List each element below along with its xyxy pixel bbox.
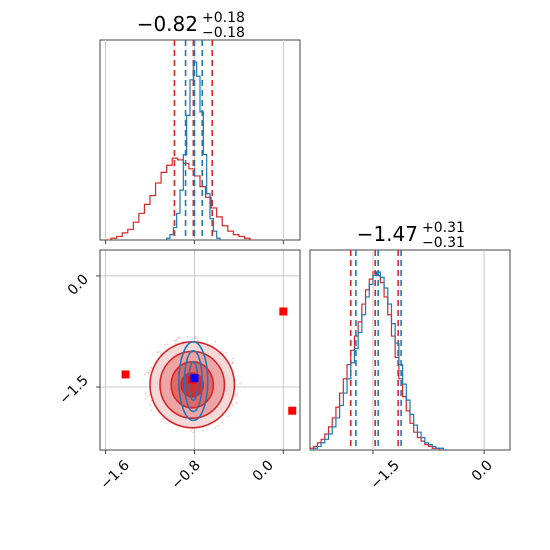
- contour-blue: [178, 341, 209, 422]
- sample-point: [227, 415, 229, 418]
- marker-square: [121, 370, 130, 379]
- x-tick-labels: −1.5 0.0: [367, 458, 495, 493]
- grid-lines: [372, 250, 485, 450]
- sample-point: [175, 339, 178, 342]
- sample-point: [147, 372, 150, 375]
- sample-point: [232, 357, 235, 360]
- sample-point: [145, 371, 147, 374]
- sample-point: [221, 421, 224, 424]
- sample-point: [148, 369, 151, 372]
- panel-frame: [309, 249, 511, 451]
- sample-point: [186, 335, 189, 338]
- histogram-title-minus: −0.18: [202, 25, 245, 41]
- sample-point: [150, 409, 153, 412]
- sample-point: [162, 417, 164, 420]
- histogram-panel-param-1: −0.82 +0.18 −0.18: [99, 10, 301, 244]
- sample-point: [192, 431, 195, 434]
- x-tick-label: −1.6: [97, 457, 132, 492]
- histogram-panel-param-2: −1.5 0.0 −1.47 +0.31 −0.31: [309, 220, 511, 493]
- sample-point: [167, 422, 169, 425]
- marker-square: [279, 307, 288, 316]
- y-tick-label: −1.5: [56, 373, 91, 408]
- sample-point: [173, 339, 176, 342]
- sample-point: [190, 429, 193, 432]
- sample-point: [149, 404, 152, 406]
- sample-point: [157, 350, 160, 353]
- y-tick-labels: 0.0 −1.5: [56, 272, 91, 408]
- axis-ticks: [96, 275, 284, 454]
- sample-point: [156, 351, 159, 354]
- histogram-title-value: −1.47: [357, 222, 418, 246]
- histogram-title-plus: +0.31: [422, 220, 465, 236]
- x-ticks: [372, 450, 485, 454]
- sample-point: [194, 335, 196, 338]
- x-tick-label: 0.0: [469, 458, 496, 485]
- sample-point: [202, 429, 204, 432]
- x-ticks: [105, 240, 284, 244]
- histogram-title-value: −0.82: [137, 12, 198, 36]
- histogram-step-blue: [310, 271, 448, 450]
- sample-point: [148, 394, 151, 397]
- marker-square: [190, 374, 199, 383]
- sample-point: [224, 351, 227, 354]
- sample-point: [194, 337, 197, 340]
- y-tick-label: 0.0: [65, 272, 92, 299]
- histogram-title-minus: −0.31: [422, 235, 465, 251]
- histogram-step-blue: [166, 61, 221, 240]
- x-tick-label: −1.5: [367, 458, 402, 493]
- contour-panel: −1.6 −0.8 0.0 0.0 −1.5: [56, 249, 301, 493]
- sample-point: [177, 336, 180, 339]
- sample-point: [166, 343, 169, 346]
- x-tick-label: 0.0: [250, 458, 277, 485]
- sample-point: [144, 397, 147, 400]
- panel-frame: [99, 249, 301, 451]
- sample-point: [144, 373, 146, 376]
- x-tick-label: −0.8: [168, 458, 203, 493]
- sample-point: [214, 427, 216, 429]
- histogram-title-plus: +0.18: [202, 10, 245, 26]
- sample-point: [214, 340, 217, 343]
- sample-point: [174, 342, 177, 345]
- marker-square: [288, 406, 297, 415]
- panel-frame: [99, 39, 301, 241]
- sample-point: [235, 395, 238, 397]
- sample-point: [196, 339, 199, 342]
- histogram-step-red: [105, 157, 251, 240]
- sample-point: [217, 425, 220, 428]
- sample-point: [231, 362, 234, 365]
- sample-point: [239, 382, 242, 385]
- histogram-lines: [105, 40, 251, 240]
- sample-point: [146, 395, 149, 398]
- histogram-lines: [310, 250, 448, 450]
- sample-point: [150, 400, 153, 402]
- sample-point: [144, 392, 147, 395]
- sample-point: [236, 393, 239, 396]
- sample-point: [231, 404, 234, 407]
- contour-plot-area: [121, 307, 297, 434]
- sample-point: [163, 343, 166, 346]
- sample-point: [177, 338, 179, 340]
- sample-point: [150, 366, 152, 369]
- x-tick-labels: −1.6 −0.8 0.0: [97, 457, 276, 492]
- contour-blue: [183, 349, 204, 413]
- sample-point: [235, 402, 238, 404]
